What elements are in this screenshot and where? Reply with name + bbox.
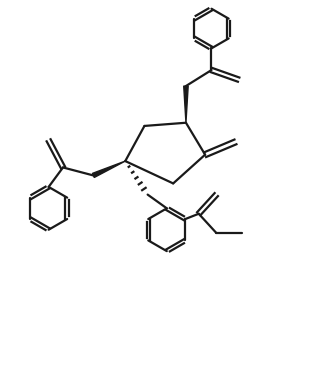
Polygon shape <box>92 161 125 178</box>
Polygon shape <box>184 86 188 123</box>
